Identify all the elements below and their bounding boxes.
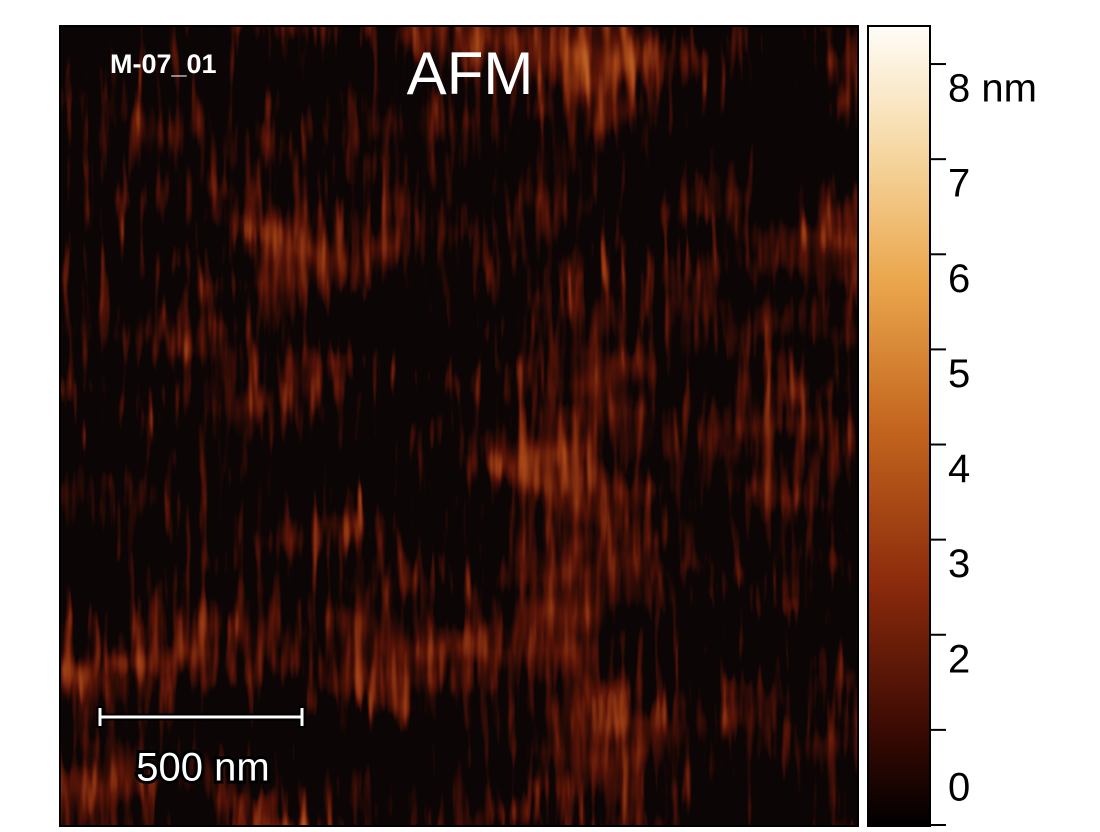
scale-label: 500 nm	[136, 746, 269, 790]
tick-label: 2	[948, 637, 970, 681]
tick-label: 0	[948, 766, 970, 810]
page: M-07_01 AFM 500 nm 02345678 nm (() => { …	[0, 0, 1100, 827]
tick-label: 4	[948, 447, 970, 491]
colorbar	[868, 26, 930, 826]
tick-label: 7	[948, 162, 970, 206]
image-title: AFM	[407, 40, 534, 107]
tick-label: 3	[948, 542, 970, 586]
figure: M-07_01 AFM 500 nm 0 2 3 4 5 6 7 8 nm	[0, 0, 1100, 827]
afm-image	[60, 26, 858, 826]
tick-label: 6	[948, 257, 970, 301]
sample-id: M-07_01	[110, 49, 217, 79]
tick-label: 8 nm	[948, 67, 1037, 111]
tick-label: 5	[948, 352, 970, 396]
